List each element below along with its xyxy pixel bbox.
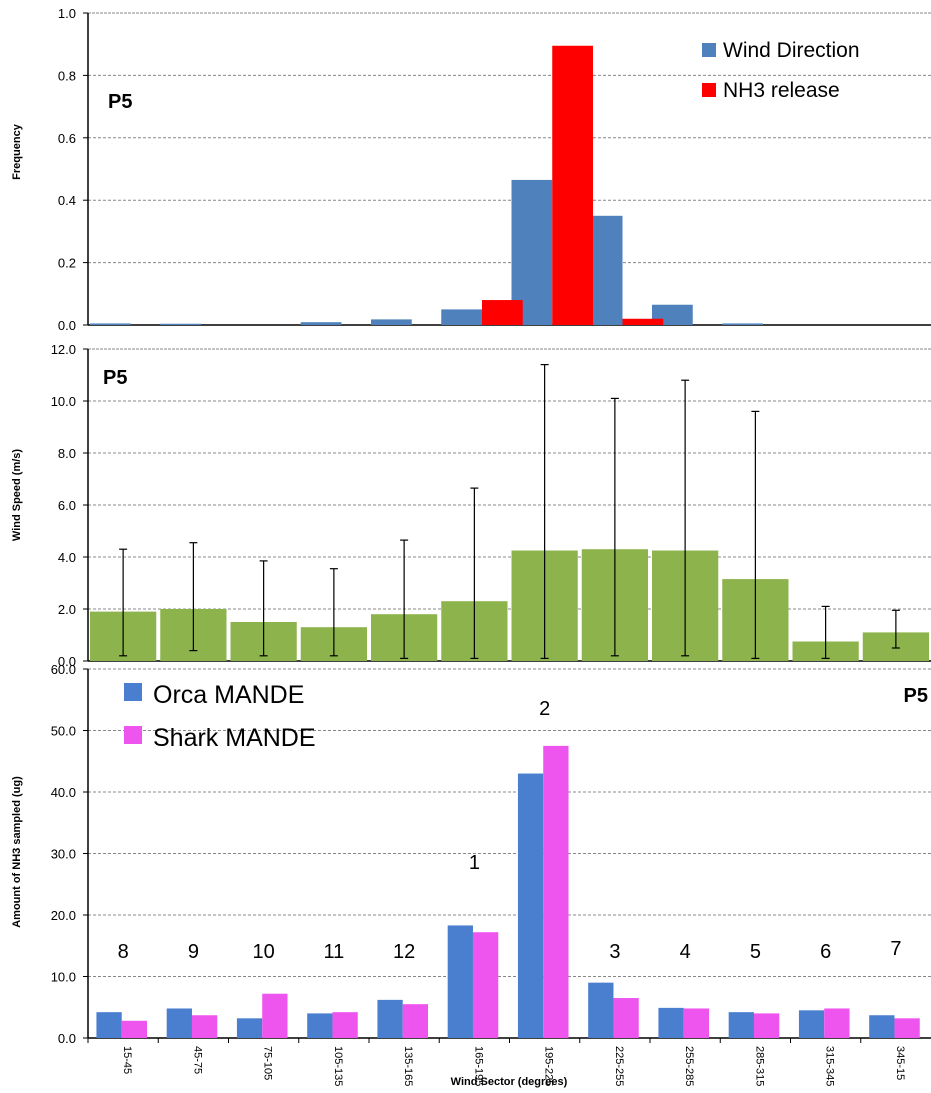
x-tick-label: 255-285 <box>683 1046 695 1086</box>
bar <box>300 322 342 325</box>
bar <box>753 1013 780 1038</box>
legend-label: Shark MANDE <box>153 724 316 752</box>
bar <box>613 998 639 1038</box>
bar <box>447 925 473 1038</box>
y-tick-label: 0.0 <box>58 318 76 333</box>
bar <box>552 45 593 325</box>
x-axis-label: Wind Sector (degrees) <box>451 1076 568 1088</box>
frequency-panel: 0.0 0.2 0.4 0.6 0.8 1.0 Frequency P5 Wind Direct… <box>11 6 931 333</box>
y-tick-label: 10.0 <box>51 394 76 409</box>
x-tick-label: 225-255 <box>613 1046 625 1086</box>
legend-label: Orca MANDE <box>153 681 304 709</box>
y-tick-label: 50.0 <box>51 724 76 739</box>
x-tick-label: 45-75 <box>191 1046 203 1074</box>
nh3-sampled-panel: 0.0 10.0 20.0 30.0 40.0 50.0 60.0 Amount of NH3… <box>11 662 931 1046</box>
y-tick-label: 2.0 <box>58 602 76 617</box>
bar <box>543 745 569 1038</box>
y-tick-label: 0.4 <box>58 193 76 208</box>
sector-number: 10 <box>253 941 275 963</box>
bar <box>377 999 403 1038</box>
x-tick-label: 15-45 <box>121 1046 133 1074</box>
bar <box>90 323 131 325</box>
x-axis-categories: 15-45 45-75 75-105 105-135 135-165 165-195 195… <box>87 1038 906 1086</box>
bar <box>472 932 499 1038</box>
sector-number: 9 <box>188 941 199 963</box>
sector-number: 12 <box>393 941 415 963</box>
bar <box>236 1018 263 1038</box>
y-tick-label: 30.0 <box>51 847 76 862</box>
bar <box>894 1018 920 1038</box>
wind-speed-panel: 0.0 2.0 4.0 6.0 8.0 10.0 12.0 Wind Speed (m/s) P… <box>11 342 931 669</box>
y-tick-label: 0.2 <box>58 256 76 271</box>
bar <box>658 1007 684 1038</box>
y-tick-label: 6.0 <box>58 498 76 513</box>
bar <box>307 1013 333 1038</box>
bar <box>262 993 288 1038</box>
sector-number: 3 <box>609 941 620 963</box>
x-tick-label: 315-345 <box>824 1046 836 1086</box>
bar <box>332 1012 358 1038</box>
x-tick-label: 105-135 <box>332 1046 344 1086</box>
y-tick-label: 40.0 <box>51 785 76 800</box>
bar <box>160 323 201 325</box>
x-tick-label: 285-315 <box>753 1046 765 1086</box>
sector-number: 8 <box>118 941 129 963</box>
bar <box>96 1012 122 1038</box>
bar <box>371 319 412 325</box>
legend-swatch <box>702 43 716 57</box>
bar <box>517 773 544 1038</box>
sector-number: 7 <box>890 938 901 960</box>
y-axis-label: Wind Speed (m/s) <box>11 449 23 542</box>
y-tick-label: 12.0 <box>51 342 76 357</box>
y-tick-label: 10.0 <box>51 970 76 985</box>
legend-label: NH3 release <box>723 79 840 102</box>
sector-number: 6 <box>820 941 831 963</box>
legend-swatch <box>702 83 716 97</box>
x-tick-label: 135-165 <box>402 1046 414 1086</box>
x-tick-label: 75-105 <box>262 1046 274 1080</box>
bar <box>441 309 482 325</box>
sector-number: 5 <box>750 941 761 963</box>
bar <box>869 1015 895 1038</box>
bar <box>728 1012 754 1038</box>
sector-number: 1 <box>469 852 480 874</box>
bar <box>402 1004 429 1038</box>
sector-number: 11 <box>323 941 344 963</box>
y-tick-label: 1.0 <box>58 6 76 21</box>
y-axis-label: Frequency <box>11 123 23 180</box>
bar <box>191 1015 218 1038</box>
sector-number: 4 <box>680 941 691 963</box>
panel-label: P5 <box>904 685 928 707</box>
x-tick-label: 195-225 <box>543 1046 555 1086</box>
y-tick-label: 20.0 <box>51 908 76 923</box>
bar <box>824 1008 850 1038</box>
bar <box>798 1010 825 1038</box>
y-tick-label: 0.0 <box>58 1031 76 1046</box>
y-tick-label: 0.6 <box>58 131 76 146</box>
legend-swatch <box>124 683 142 701</box>
bar <box>622 318 664 325</box>
y-tick-label: 8.0 <box>58 446 76 461</box>
bar <box>722 323 763 325</box>
sector-number: 2 <box>539 698 550 720</box>
bar <box>588 982 614 1038</box>
bar <box>166 1008 192 1038</box>
y-tick-label: 0.0 <box>58 654 76 669</box>
x-tick-label: 345-15 <box>894 1046 906 1080</box>
y-tick-label: 60.0 <box>51 662 76 677</box>
bar <box>683 1008 710 1038</box>
legend-swatch <box>124 726 142 744</box>
y-tick-label: 4.0 <box>58 550 76 565</box>
panel-label: P5 <box>108 91 132 113</box>
bar <box>121 1020 148 1038</box>
bar <box>481 300 523 325</box>
legend-label: Wind Direction <box>723 39 860 62</box>
y-axis-label: Amount of NH3 sampled (ug) <box>11 776 23 928</box>
x-tick-label: 165-195 <box>472 1046 484 1086</box>
panel-label: P5 <box>103 367 127 389</box>
y-tick-label: 0.8 <box>58 68 76 83</box>
